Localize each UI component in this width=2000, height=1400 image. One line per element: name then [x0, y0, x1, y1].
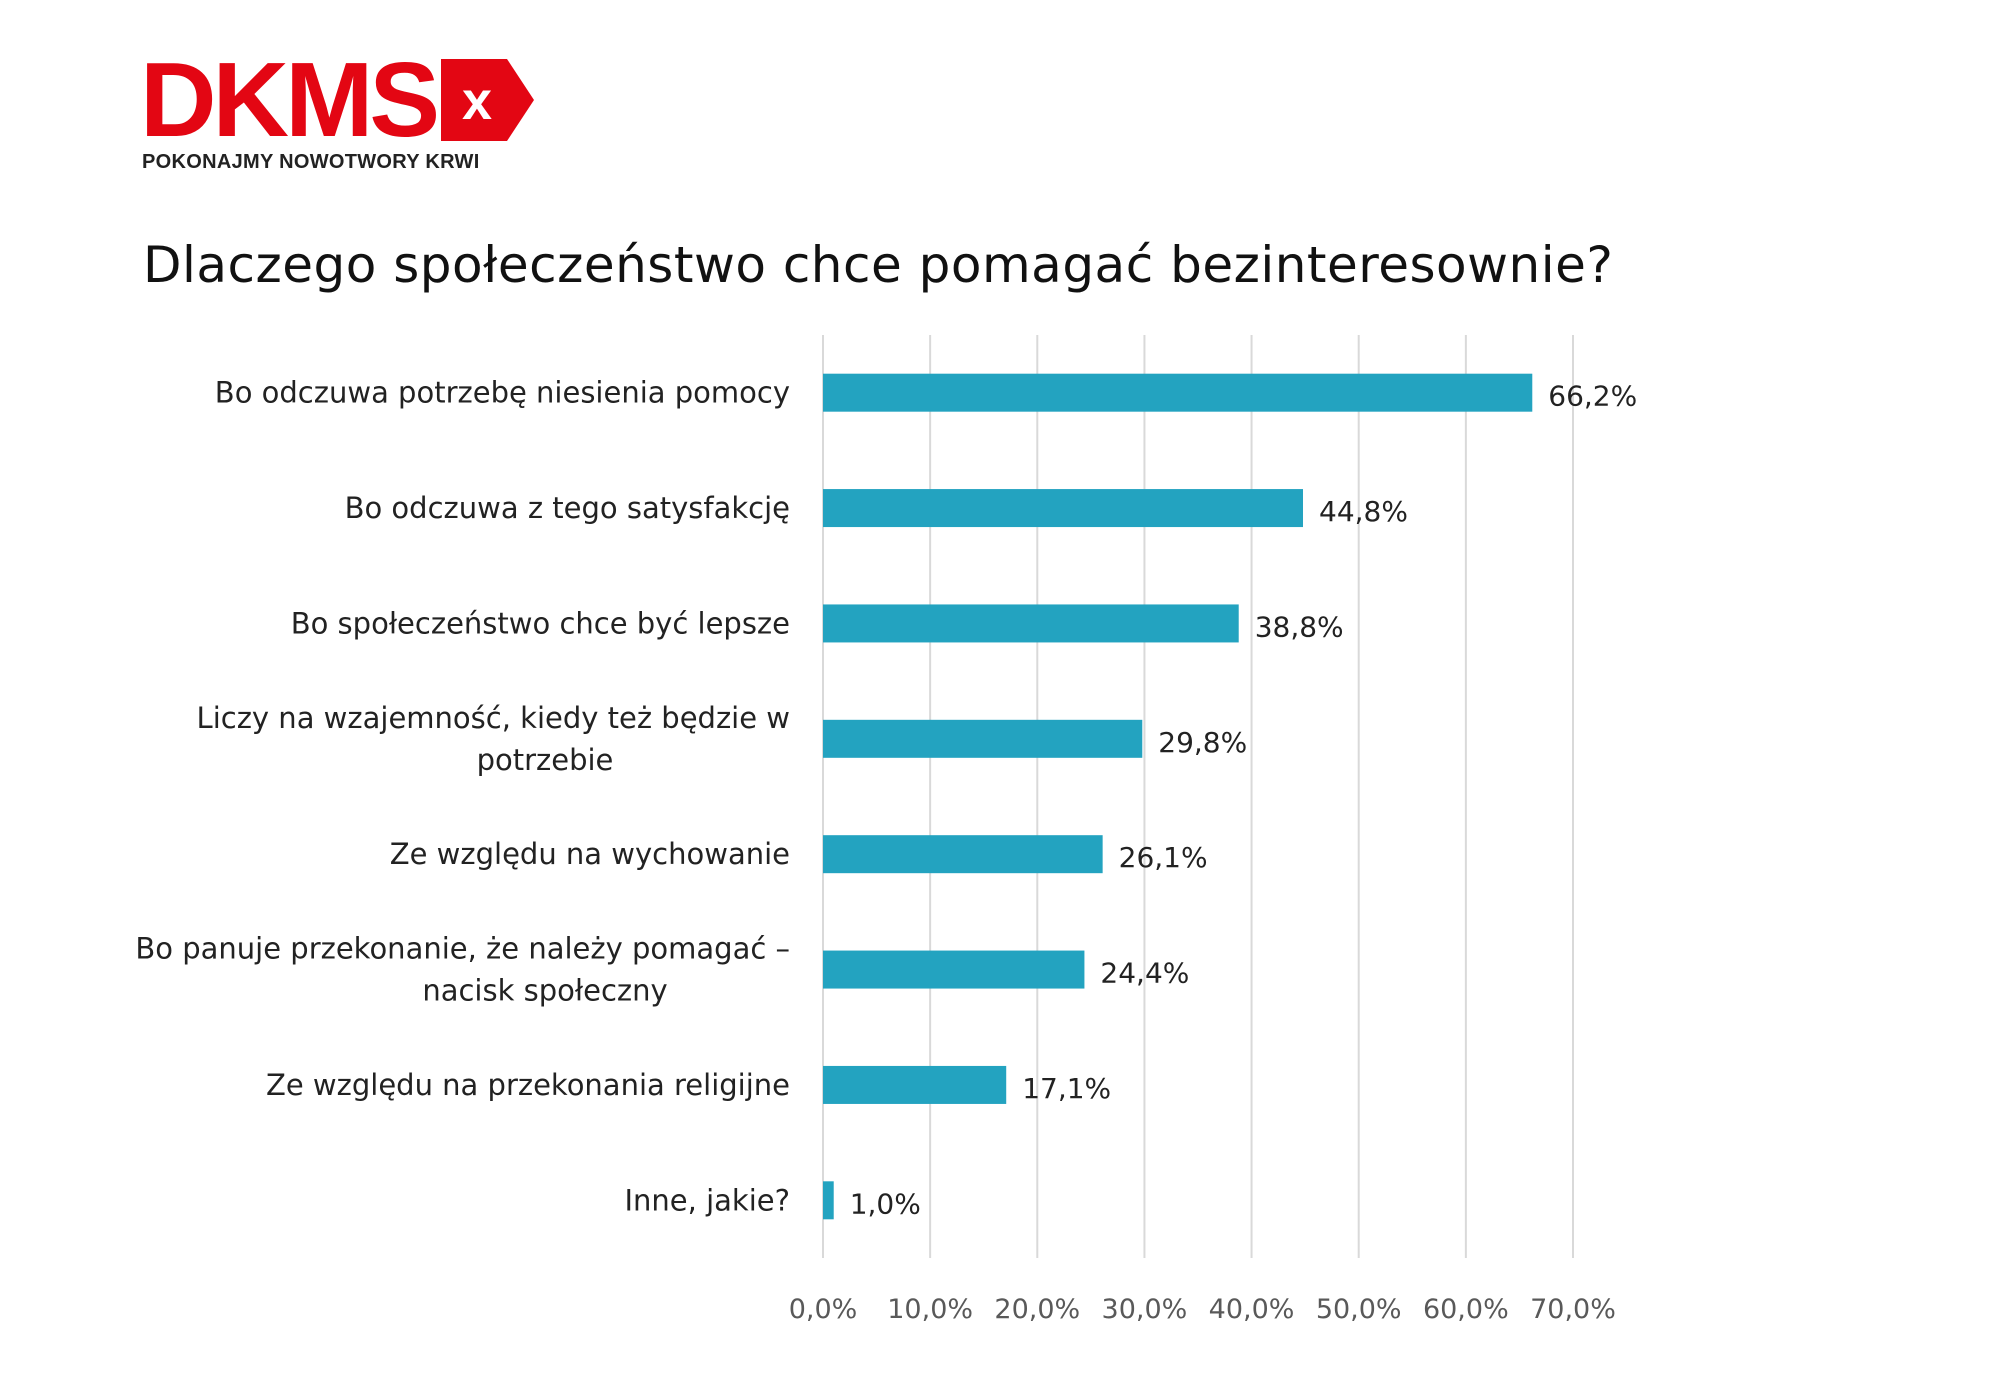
value-labels: 66,2% 44,8% 38,8% 29,8% 26,1% 24,4% 17,1% 1,0% [850, 380, 1638, 1221]
x-tick-label: 10,0% [887, 1294, 973, 1325]
bars [823, 373, 1533, 1220]
value-label: 17,1% [1022, 1072, 1111, 1105]
bar [823, 950, 1085, 989]
category-label: Inne, jakie? [624, 1183, 790, 1217]
x-tick-label: 40,0% [1209, 1294, 1295, 1325]
bar [823, 719, 1143, 758]
category-labels: Bo odczuwa potrzebę niesienia pomocy Bo o… [135, 376, 790, 1218]
value-label: 26,1% [1119, 841, 1208, 874]
category-label: Bo panuje przekonanie, że należy pomagać… [135, 932, 790, 966]
x-tick-label: 70,0% [1530, 1294, 1616, 1325]
bar [823, 1065, 1007, 1104]
bar [823, 1181, 834, 1220]
value-label: 44,8% [1319, 495, 1408, 528]
category-label: Ze względu na wychowanie [390, 837, 790, 871]
logo-badge-arrow [441, 59, 534, 141]
category-label: Liczy na wzajemność, kiedy też będzie w [197, 701, 790, 735]
category-label: Bo społeczeństwo chce być lepsze [291, 606, 790, 640]
x-tick-label: 30,0% [1102, 1294, 1188, 1325]
logo-tagline: POKONAJMY NOWOTWORY KRWI [142, 151, 480, 173]
bar [823, 835, 1103, 874]
category-label: Ze względu na przekonania religijne [266, 1068, 790, 1102]
gridlines [929, 335, 1574, 1258]
category-label: Bo odczuwa potrzebę niesienia pomocy [215, 376, 790, 410]
value-label: 24,4% [1100, 957, 1189, 990]
value-label: 1,0% [850, 1187, 921, 1220]
logo-badge-letter: x [462, 71, 492, 131]
bar [823, 373, 1533, 412]
logo-wordmark: DKMS [140, 41, 440, 159]
category-label: potrzebie [477, 743, 614, 777]
chart-title: Dlaczego społeczeństwo chce pomagać bezi… [143, 236, 1614, 294]
value-label: 38,8% [1255, 610, 1344, 643]
bar [823, 604, 1239, 643]
category-label: Bo odczuwa z tego satysfakcję [345, 491, 790, 525]
category-label: nacisk społeczny [422, 974, 667, 1008]
value-label: 66,2% [1548, 380, 1637, 413]
x-tick-labels: 0,0% 10,0% 20,0% 30,0% 40,0% 50,0% 60,0% 70,0% [789, 1294, 1616, 1325]
dkms-logo: DKMS x POKONAJMY NOWOTWORY KRWI [140, 41, 540, 180]
x-tick-label: 20,0% [994, 1294, 1080, 1325]
value-label: 29,8% [1158, 726, 1247, 759]
bar [823, 489, 1303, 528]
x-tick-label: 0,0% [789, 1294, 858, 1325]
logo-badge-icon: x [441, 59, 534, 141]
x-tick-label: 50,0% [1316, 1294, 1402, 1325]
x-tick-label: 60,0% [1423, 1294, 1509, 1325]
